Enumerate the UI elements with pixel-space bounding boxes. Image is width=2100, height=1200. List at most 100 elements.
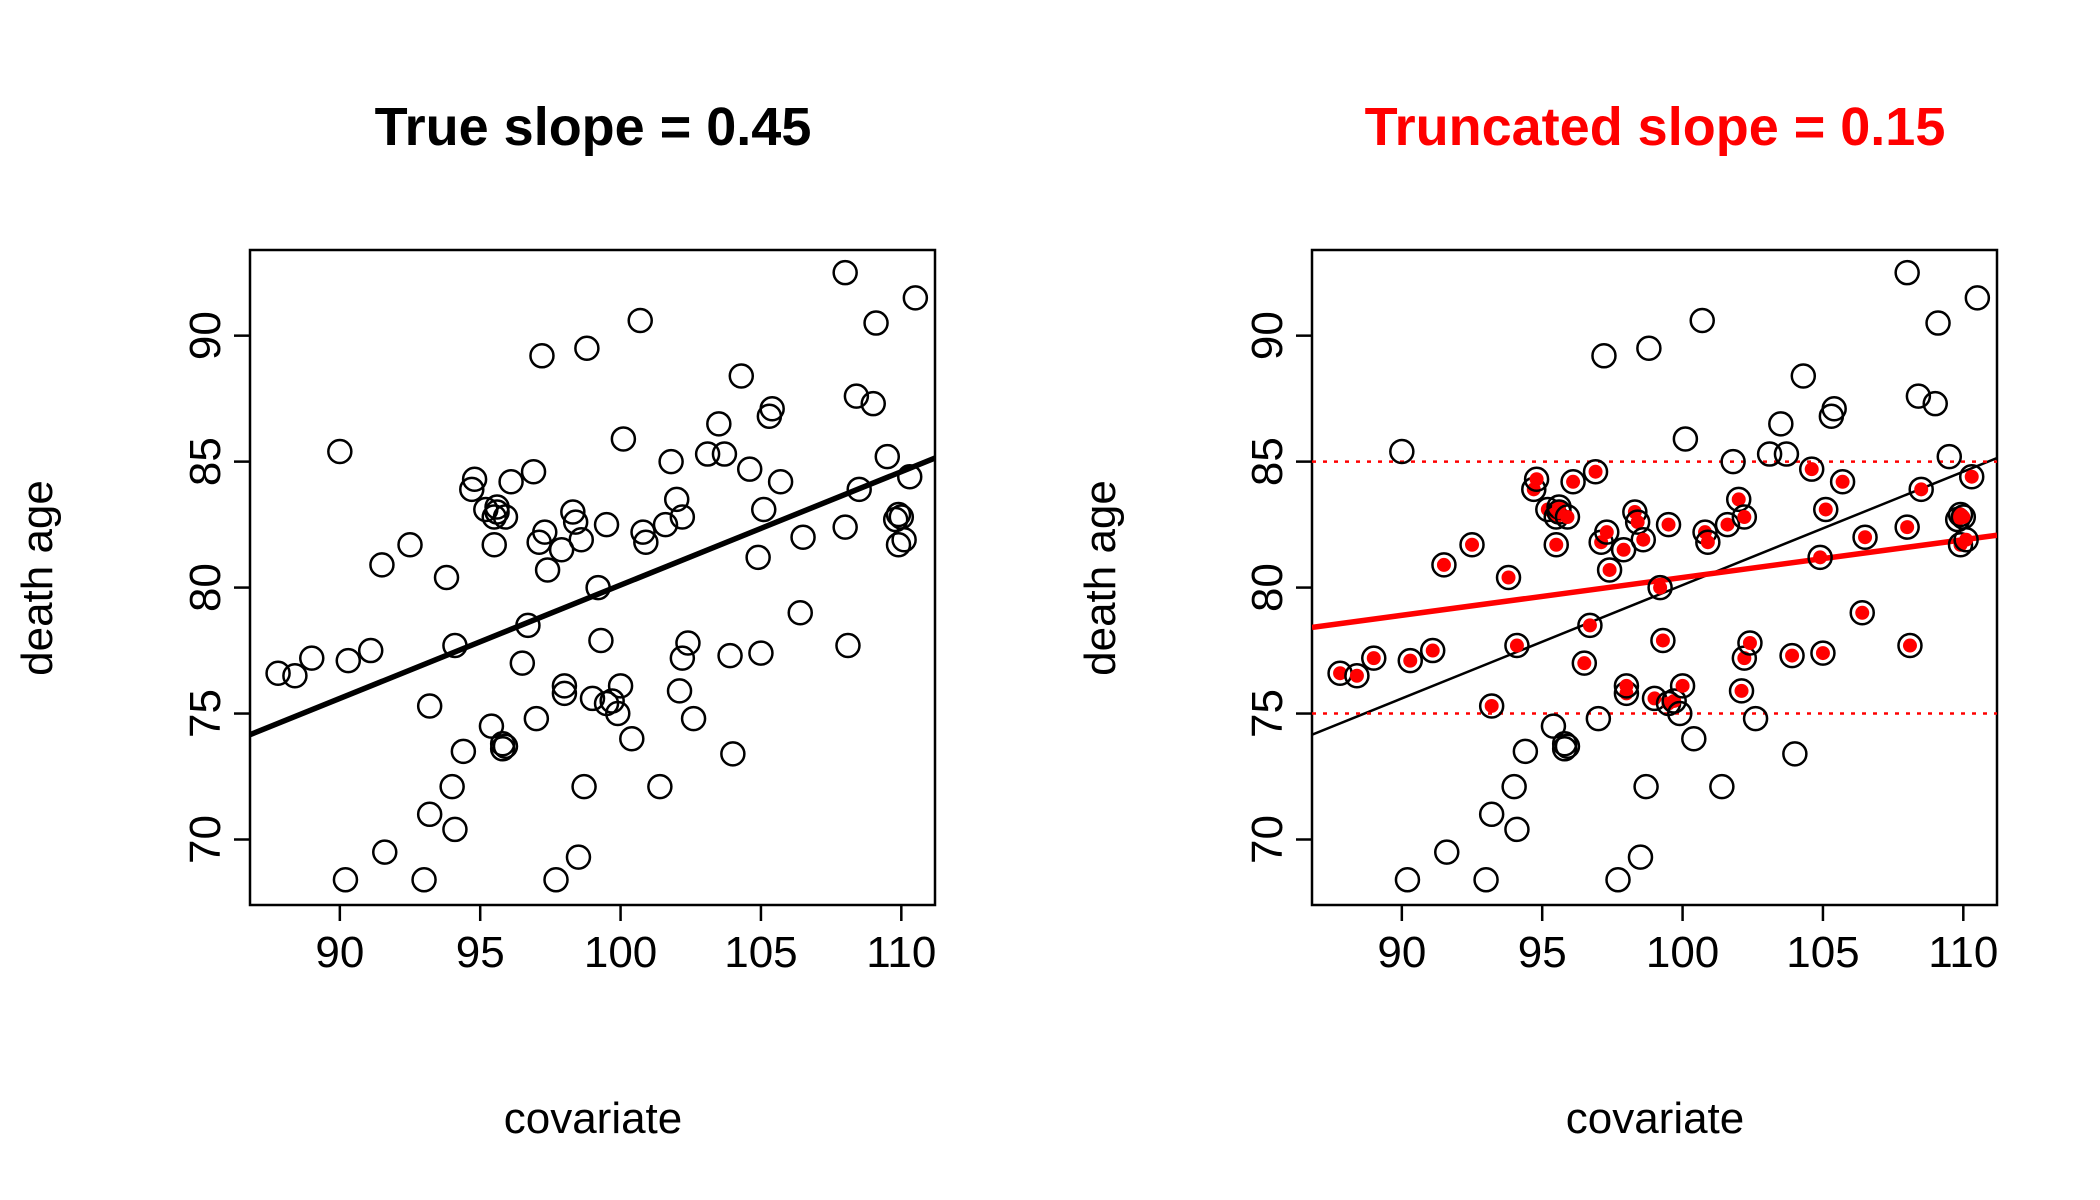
data-point: [327, 438, 353, 465]
data-point: [1478, 801, 1505, 828]
truncated-point: [1813, 550, 1828, 565]
data-point: [885, 532, 912, 558]
data-point: [529, 343, 555, 369]
data-point: [860, 390, 886, 417]
data-point: [459, 476, 485, 503]
x-tick-label: 95: [1518, 928, 1567, 977]
truncated-point: [1549, 537, 1564, 552]
chart-title: True slope = 0.45: [375, 97, 812, 157]
truncated-point: [1964, 469, 1979, 484]
data-point: [411, 867, 437, 893]
truncated-point: [1616, 542, 1631, 557]
data-point: [666, 678, 693, 704]
data-point: [891, 526, 917, 553]
data-point: [599, 688, 625, 714]
data-point: [835, 632, 861, 659]
data-point: [1768, 411, 1794, 437]
truncated-point: [1588, 464, 1603, 479]
x-tick-label: 110: [1928, 928, 1998, 977]
data-point: [1394, 867, 1421, 893]
data-point: [1922, 390, 1948, 417]
data-point: [1798, 456, 1825, 482]
x-tick-label: 105: [1786, 928, 1859, 977]
truncated-point: [1436, 557, 1451, 572]
y-tick-label: 80: [1243, 563, 1292, 612]
data-point: [748, 640, 774, 666]
plot-area-true: 90 95 100 105 110 70 75 80 85 90: [181, 248, 936, 977]
x-tick-label: 105: [724, 928, 797, 977]
data-point: [1908, 476, 1934, 503]
truncated-point: [1484, 698, 1499, 713]
data-point: [1650, 627, 1676, 654]
truncated-point: [1425, 643, 1440, 658]
truncated-point: [1959, 532, 1974, 547]
data-point: [1953, 526, 1979, 553]
data-point: [481, 532, 507, 558]
truncated-point: [1529, 472, 1544, 487]
data-point: [720, 741, 746, 767]
data-point: [767, 469, 794, 495]
data-point: [1695, 529, 1721, 555]
data-point: [372, 839, 398, 865]
data-point: [588, 627, 614, 654]
data-point: [1571, 650, 1598, 676]
data-point: [397, 532, 423, 558]
data-point: [605, 700, 631, 727]
data-point: [680, 705, 707, 732]
data-point: [1554, 733, 1581, 760]
truncated-point: [1599, 525, 1614, 540]
truncated-point: [1566, 474, 1581, 489]
data-point: [1821, 395, 1847, 422]
x-tick-label: 90: [1377, 928, 1426, 977]
data-point: [515, 612, 541, 639]
panel-true-slope: True slope = 0.45 covariate death age 90…: [13, 97, 936, 1143]
truncated-regression-line: [1312, 532, 1997, 631]
data-point: [1737, 630, 1763, 656]
data-point: [442, 632, 468, 659]
y-tick-label: 70: [181, 815, 230, 864]
data-point: [1731, 504, 1758, 530]
data-point: [1495, 564, 1522, 591]
truncated-point: [1700, 535, 1715, 550]
data-point: [669, 504, 696, 530]
truncated-point: [1900, 520, 1915, 535]
plot-area-truncated: 90 95 100 105 110 70 75 80 85 90: [1243, 248, 1998, 977]
data-point: [369, 552, 395, 578]
truncated-point: [1403, 653, 1418, 668]
data-point: [509, 650, 536, 676]
data-point: [1551, 736, 1578, 762]
data-point: [1681, 725, 1707, 752]
data-point: [896, 463, 923, 490]
truncated-point: [1509, 638, 1524, 653]
truncated-point: [1835, 474, 1850, 489]
truncated-point: [1560, 510, 1575, 525]
truncated-point: [1465, 537, 1480, 552]
y-axis-label: death age: [13, 480, 62, 676]
truncated-point: [1855, 605, 1870, 620]
data-point: [759, 395, 785, 422]
truncated-point: [1815, 646, 1830, 661]
data-point: [1613, 673, 1640, 699]
data-point: [1894, 259, 1920, 286]
data-point: [745, 544, 771, 571]
data-point: [619, 725, 645, 752]
y-tick-label: 80: [181, 563, 230, 612]
y-tick-label: 70: [1243, 815, 1292, 864]
data-point: [357, 637, 384, 664]
panel-truncated-slope: Truncated slope = 0.15 covariate death a…: [1076, 97, 1998, 1143]
data-point: [574, 335, 600, 361]
data-point: [1591, 343, 1617, 369]
truncated-point: [1720, 517, 1735, 532]
truncated-point: [1501, 570, 1516, 585]
data-point: [1605, 867, 1631, 893]
data-point: [1689, 307, 1715, 334]
data-point: [1813, 496, 1839, 523]
y-axis-label: death age: [1076, 480, 1125, 676]
truncated-point: [1661, 517, 1676, 532]
data-point: [885, 501, 912, 528]
data-point: [1389, 438, 1415, 465]
data-point: [1790, 363, 1817, 389]
data-point: [1361, 645, 1387, 671]
data-point: [1936, 443, 1963, 470]
data-point: [548, 537, 575, 563]
